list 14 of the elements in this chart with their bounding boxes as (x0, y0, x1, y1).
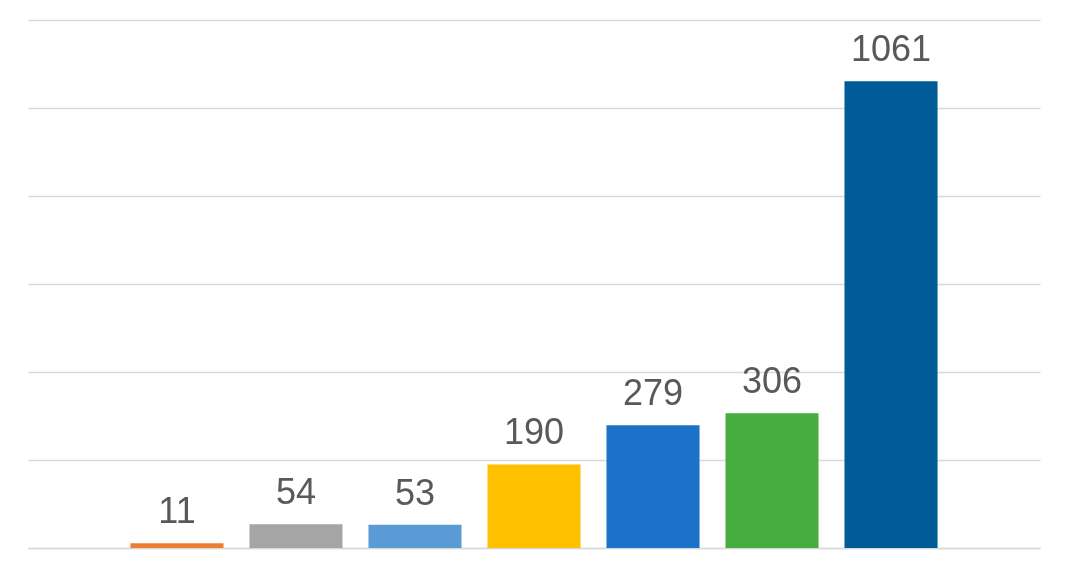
bar (368, 524, 462, 548)
data-label: 11 (158, 490, 196, 532)
bar (844, 81, 938, 548)
data-label: 54 (275, 471, 317, 513)
bar (725, 413, 819, 548)
bar (487, 464, 581, 548)
bar (606, 425, 700, 548)
data-label: 1061 (850, 28, 932, 70)
data-label: 53 (394, 471, 436, 513)
data-label: 279 (622, 372, 684, 414)
data-label: 190 (503, 411, 565, 453)
data-label: 306 (741, 360, 803, 402)
bar (130, 543, 224, 548)
bar (249, 524, 343, 548)
